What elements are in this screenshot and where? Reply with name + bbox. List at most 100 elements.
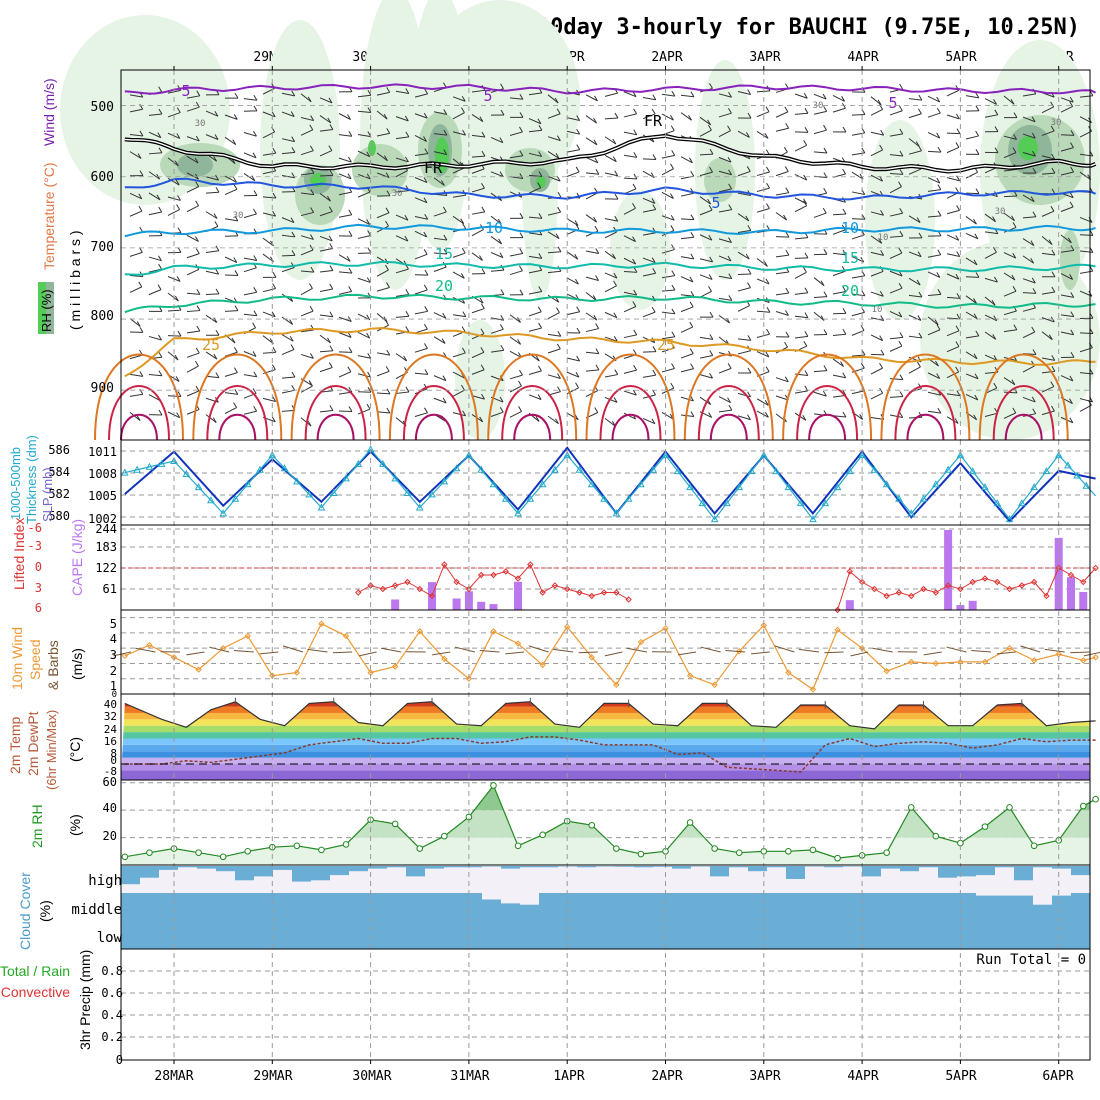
wind-barb	[319, 270, 333, 273]
temperature-cycle	[906, 414, 945, 441]
thickness-tick: 584	[48, 465, 70, 479]
cloud-high-bar	[216, 866, 235, 872]
wind-barb-flag	[709, 334, 714, 340]
wind-barb-flag	[481, 268, 486, 274]
wind-barb	[965, 135, 979, 140]
rh-contour-label: 10	[878, 233, 889, 243]
wind-barb-flag	[443, 109, 448, 115]
wind-barb-flag	[215, 288, 220, 295]
wind-barb	[623, 257, 636, 265]
cloud-middle-gap	[1052, 893, 1071, 896]
wind-barb	[243, 291, 257, 296]
wind-barb	[319, 334, 331, 344]
wind-barb	[566, 277, 579, 285]
wind-barb	[1003, 195, 1018, 198]
cloud-plot	[121, 866, 1090, 949]
wind-barb	[509, 336, 521, 345]
rh-legend-swatch-green	[38, 282, 46, 334]
wind-barb-flag	[366, 403, 371, 410]
wind-barb	[395, 190, 409, 193]
wind-barb	[870, 392, 883, 400]
wind-barb-flag	[593, 314, 598, 321]
lifted-index-marker	[1006, 585, 1013, 593]
wind-barb-flag	[880, 349, 885, 356]
wind-barb-flag	[652, 204, 657, 210]
lifted-index-marker	[957, 585, 964, 593]
wind-barb	[623, 154, 637, 158]
wind-speed-marker	[711, 681, 718, 689]
wind-barb	[357, 191, 371, 198]
wind-barb	[547, 374, 561, 379]
wind-barb-flag	[272, 346, 277, 353]
wind-barb-flag	[994, 109, 999, 116]
wind-barb	[129, 108, 143, 113]
wind-tick: 2	[110, 664, 117, 678]
cloud-high-bar	[938, 866, 957, 878]
wind-barb	[300, 211, 314, 217]
wind-speed-marker	[1030, 657, 1038, 664]
wind-barb-flag	[593, 117, 597, 124]
wind-barb	[604, 336, 618, 342]
wind-barb	[186, 234, 199, 242]
wind-barb	[129, 151, 142, 159]
wind-barb	[756, 410, 769, 418]
wind-barb	[509, 410, 522, 418]
thickness-marker	[243, 480, 252, 488]
rh-marker	[342, 841, 350, 848]
wind-barb	[680, 192, 694, 197]
precip-tick: 0.6	[101, 986, 123, 1000]
wind-barb	[585, 312, 598, 321]
wind-barb-flag	[499, 252, 504, 258]
wind-speed-marker	[637, 638, 645, 646]
wind-barb-flag	[956, 293, 961, 299]
wind-barb	[300, 192, 314, 196]
wind-barb-flag	[460, 218, 465, 224]
wind-speed-marker	[686, 672, 694, 679]
wind-barb	[718, 130, 731, 138]
wind-barb	[471, 187, 485, 193]
wind-barb-flag	[727, 255, 732, 262]
wind-barb-flag	[423, 177, 428, 183]
wind-barb-flag	[404, 235, 409, 242]
wind-barb-flag	[1031, 116, 1036, 122]
wind-barb	[870, 96, 882, 106]
wind-barb	[1022, 331, 1035, 339]
lifted-index-marker	[355, 589, 362, 596]
wind-barb-flag	[709, 372, 713, 379]
temperature-cycle	[402, 385, 465, 441]
wind-barb	[281, 151, 295, 155]
wind-barb	[718, 275, 732, 280]
wind-barb	[1041, 410, 1055, 416]
wind-barb	[604, 117, 619, 120]
wind-barb-flag	[195, 101, 200, 108]
minmax-axis-label: (6hr Min/Max)	[44, 710, 59, 790]
wind-barb	[281, 316, 293, 325]
wind-barb	[794, 335, 808, 339]
wind-barb-flag	[424, 369, 429, 375]
wind-barb	[186, 292, 200, 295]
temp-band	[121, 751, 1090, 758]
wind-barb	[528, 187, 541, 194]
slp-line	[124, 446, 1096, 523]
contour-label: 20	[435, 277, 453, 295]
lifted-index-marker	[551, 582, 559, 589]
thickness-marker	[661, 451, 670, 459]
wind-barb-flag	[194, 360, 199, 367]
wind-barb	[129, 318, 141, 327]
wind-barb-flag	[158, 334, 162, 341]
wind-barb	[661, 113, 674, 121]
wind-barb	[148, 256, 162, 262]
wind-barb	[281, 376, 295, 379]
wind-barb-flag	[899, 83, 904, 90]
thickness-marker	[477, 465, 486, 473]
slp-tick: 1008	[88, 467, 117, 481]
surface-barb	[553, 648, 574, 653]
wind-barb-flag	[878, 238, 883, 244]
wind-barb	[813, 212, 827, 218]
thickness-marker	[1017, 499, 1026, 507]
wind-barb	[794, 173, 807, 181]
wind-barb-flag	[918, 94, 923, 101]
lifted-index-marker	[883, 592, 890, 600]
wind-barb-flag	[480, 303, 485, 309]
wind-tick: 3	[110, 648, 117, 662]
